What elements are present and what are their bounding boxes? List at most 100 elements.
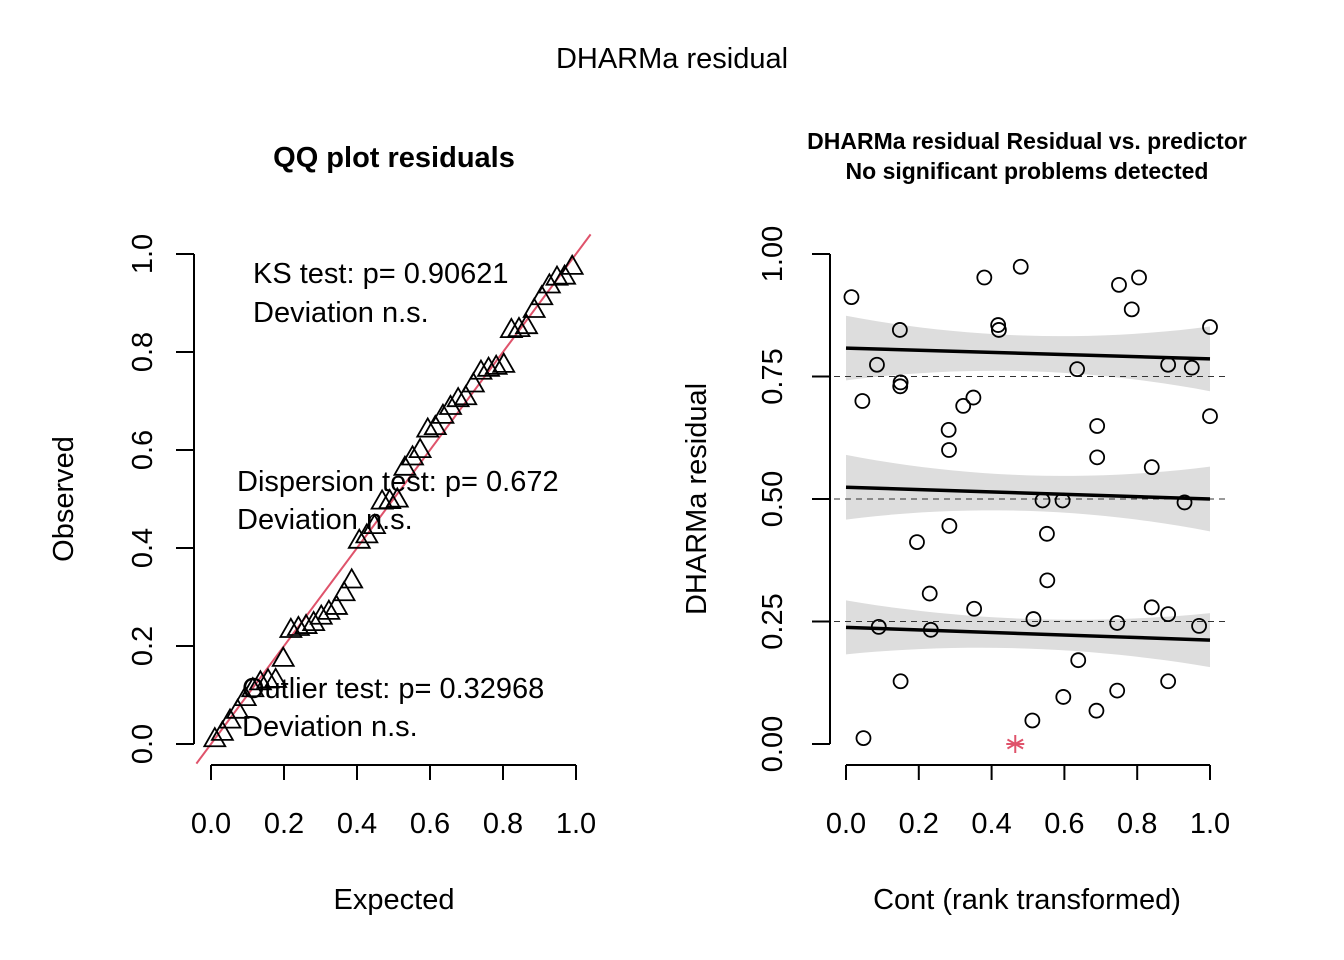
residual-points-group	[843, 258, 1218, 747]
residual-point	[855, 730, 872, 747]
qq-x-tick-label: 0.2	[264, 808, 304, 840]
residual-point	[976, 269, 993, 286]
quantile-fit-line	[845, 485, 1211, 501]
residual-x-tick-label: 0.2	[899, 808, 939, 840]
quantile-fit-line	[845, 346, 1211, 361]
qq-point	[210, 719, 235, 741]
outlier-deviation-text: Deviation n.s.	[242, 711, 418, 743]
qq-y-tick-label: 0.2	[127, 626, 159, 666]
qq-point	[544, 264, 569, 286]
residual-point	[1143, 599, 1160, 616]
qq-point	[446, 386, 471, 408]
qq-point	[491, 351, 516, 373]
residual-point	[922, 621, 939, 638]
residual-point	[843, 289, 860, 306]
residual-point	[1070, 652, 1087, 669]
qq-point	[560, 253, 585, 275]
qq-point	[408, 437, 433, 459]
qq-point	[385, 486, 410, 508]
residual-axes: 0.0 0.2 0.4 0.6 0.8 1.0 0.00 0.25 0.50 0.75 1.00	[757, 226, 1230, 840]
residual-point	[892, 673, 909, 690]
residual-point	[1012, 258, 1029, 275]
residual-point	[1131, 269, 1147, 286]
qq-point	[263, 667, 288, 688]
residual-point	[940, 422, 957, 438]
residual-point	[1160, 673, 1177, 690]
residual-y-tick-label: 0.00	[757, 716, 789, 772]
qq-point	[529, 284, 554, 306]
residual-point	[1025, 611, 1042, 627]
qq-x-tick-label: 1.0	[556, 808, 596, 840]
qq-point	[202, 726, 227, 748]
residual-point	[941, 442, 957, 458]
qq-point	[316, 598, 341, 620]
qq-point	[362, 513, 387, 534]
residual-point	[1202, 319, 1218, 335]
residual-point	[1109, 615, 1126, 631]
outlier-point	[1006, 735, 1025, 753]
qq-point	[400, 444, 425, 466]
residual-plot-title-line1: DHARMa residual Residual vs. predictor	[807, 128, 1247, 154]
residual-y-tick-label: 1.00	[757, 226, 789, 282]
qq-point	[278, 617, 303, 638]
residual-point	[1143, 459, 1160, 476]
qq-point	[332, 580, 357, 602]
residual-x-axis-label: Cont (rank transformed)	[873, 884, 1181, 916]
qq-point	[506, 316, 531, 338]
residual-point	[1191, 618, 1207, 634]
residual-y-axis-label: DHARMa residual	[681, 383, 713, 615]
qq-axes: 0.0 0.2 0.4 0.6 0.8 1.0 0.0 0.2 0.4 0.6 0.8 1.0	[127, 234, 596, 840]
residual-point	[955, 397, 972, 414]
qq-point	[324, 593, 349, 615]
qq-x-tick-label: 0.4	[337, 808, 377, 840]
residual-point	[1034, 492, 1051, 509]
outlier-points-group	[1006, 735, 1025, 753]
quantile-fit-line	[845, 625, 1211, 642]
qq-point	[377, 488, 402, 510]
residual-vs-predictor-panel: DHARMa residual Residual vs. predictor N…	[681, 128, 1247, 916]
residual-point	[1055, 689, 1072, 705]
qq-point	[347, 527, 372, 549]
residual-point	[870, 618, 887, 635]
residual-point	[990, 322, 1007, 338]
main-title: DHARMa residual	[556, 43, 788, 75]
qq-x-tick-label: 0.0	[191, 808, 231, 840]
residual-point	[965, 389, 982, 406]
residual-point	[891, 322, 908, 338]
qq-points-group	[202, 253, 585, 748]
residual-point	[990, 317, 1007, 333]
qq-point	[484, 353, 509, 375]
residual-x-tick-label: 1.0	[1190, 808, 1230, 840]
residual-point	[1160, 606, 1177, 623]
outlier-test-text: Outlier test: p= 0.32968	[242, 673, 544, 705]
qq-point	[514, 313, 539, 335]
residual-x-tick-label: 0.4	[971, 808, 1011, 840]
residual-point	[1202, 408, 1218, 425]
residual-y-tick-label: 0.75	[757, 348, 789, 404]
qq-point	[286, 615, 311, 636]
qq-x-axis-label: Expected	[334, 884, 455, 916]
qq-point	[499, 317, 524, 339]
qq-point	[453, 384, 478, 406]
qq-point	[522, 297, 547, 318]
residual-point	[1123, 301, 1140, 318]
qq-point	[423, 414, 448, 436]
qq-point	[248, 669, 273, 691]
residual-point	[854, 393, 871, 409]
ks-test-text: KS test: p= 0.90621	[253, 258, 509, 290]
residual-y-tick-label: 0.25	[757, 593, 789, 649]
qq-point	[392, 454, 417, 476]
residual-point	[1109, 682, 1126, 699]
residual-x-tick-label: 0.8	[1117, 808, 1157, 840]
residual-point	[1069, 361, 1086, 378]
residual-point	[892, 374, 909, 391]
qq-point	[468, 358, 493, 380]
qq-plot-panel: QQ plot residuals 0.0 0.2 0.4 0.6 0.8 1.00.00…	[48, 142, 596, 916]
dispersion-test-text: Dispersion test: p= 0.672	[237, 466, 559, 498]
residual-point	[1089, 449, 1106, 466]
qq-point	[415, 416, 440, 438]
qq-x-tick-label: 0.8	[483, 808, 523, 840]
residual-point	[1039, 572, 1056, 589]
qq-y-axis-label: Observed	[48, 436, 80, 562]
qq-point	[476, 355, 501, 377]
